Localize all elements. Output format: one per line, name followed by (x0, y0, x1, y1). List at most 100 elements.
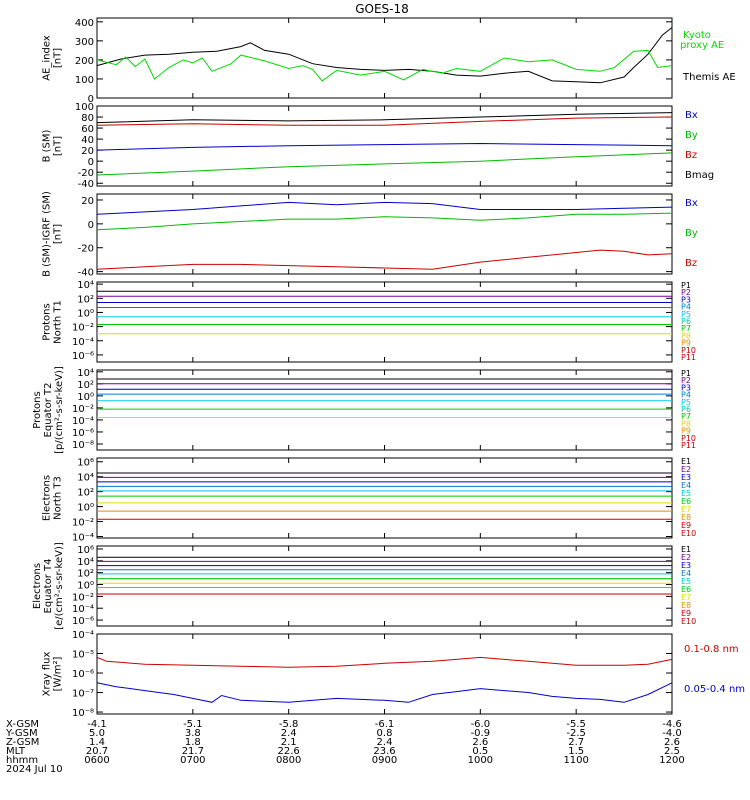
legend-entry: E6 (681, 585, 691, 594)
row-value: -2.5 (566, 728, 586, 739)
series-line-kyoto-proxy-ae (96, 49, 673, 82)
y-tick-label: 200 (75, 56, 94, 67)
row-value: -4.0 (662, 728, 682, 739)
series-line-bz (96, 249, 673, 270)
y-tick-label: 10⁰ (77, 581, 94, 592)
legend-entry: E8 (681, 513, 691, 522)
row-value: -0.9 (471, 728, 491, 739)
y-tick-label: -40 (78, 268, 94, 279)
series-line-themis-ae (96, 27, 673, 84)
row-value: 21.7 (182, 746, 204, 757)
row-value: -6.1 (375, 719, 395, 730)
y-tick-label: 10⁻⁶ (72, 616, 94, 627)
row-value: 2.7 (568, 737, 584, 748)
y-tick-label: 10⁻² (72, 518, 94, 529)
legend-entry: P7 (681, 412, 691, 421)
y-axis-label: [nT] (53, 48, 64, 68)
y-tick-label: 0 (88, 220, 94, 231)
legend-entry: P4 (681, 303, 691, 312)
row-value: 20.7 (86, 746, 108, 757)
y-tick-label: 60 (81, 124, 94, 135)
time-axis-footer: X-GSM -4.1 -5.1 -5.8 -6.1 -6.0 -5.5 -4.6 Y-GSM 5.… (5, 719, 685, 775)
legend-entry: P11 (681, 353, 696, 362)
y-axis-label: [W/m²] (53, 656, 64, 691)
legend-entry: P9 (681, 339, 691, 348)
y-tick-label: 10⁰ (77, 503, 94, 514)
series-line-bz (96, 116, 673, 126)
legend-entry: E10 (681, 617, 696, 626)
legend-entry: P11 (681, 441, 696, 450)
row-value: 1.8 (185, 737, 201, 748)
row-value: -5.5 (566, 719, 586, 730)
y-axis-label: B (SM)-IGRF (SM) (42, 191, 53, 277)
y-tick-label: 10² (77, 294, 94, 305)
legend-entry: E7 (681, 593, 691, 602)
y-tick-label: 20 (81, 146, 94, 157)
legend-entry: E2 (681, 553, 691, 562)
y-tick-label: -20 (78, 244, 94, 255)
y-tick-label: -40 (78, 179, 94, 190)
legend-entry: E3 (681, 561, 691, 570)
y-axis-label: [e/(cm²-s-sr-keV)] (54, 542, 65, 630)
row-value: 0900 (372, 755, 397, 766)
legend-entry: P5 (681, 398, 691, 407)
legend-entry: E7 (681, 505, 691, 514)
legend-entry: E6 (681, 497, 691, 506)
y-axis-label: Protons (42, 303, 53, 340)
row-label: X-GSM (6, 719, 39, 730)
panel-frame (96, 17, 673, 99)
row-value: -4.1 (87, 719, 107, 730)
y-axis-label: [nT] (53, 136, 64, 156)
row-value: 0700 (180, 755, 205, 766)
legend-entry: E1 (681, 545, 691, 554)
y-tick-label: 10⁻⁴ (72, 416, 94, 427)
panel-3: 20 0 -20 -40 B (SM)-IGRF (SM) [nT] Bx By Bz (42, 191, 698, 279)
y-tick-label: 10⁻² (72, 592, 94, 603)
y-axis-label: Electrons (42, 475, 53, 521)
legend-entry: 0.1-0.8 nm (684, 644, 739, 655)
y-tick-label: 20 (81, 196, 94, 207)
legend-entry: P8 (681, 331, 691, 340)
row-label: MLT (6, 746, 26, 757)
legend-entry: Bx (685, 110, 698, 121)
legend-entry: P2 (681, 376, 691, 385)
legend-entry: P4 (681, 391, 691, 400)
row-label: Z-GSM (6, 737, 39, 748)
y-tick-label: 10⁰ (77, 392, 94, 403)
legend-entry: P5 (681, 310, 691, 319)
panel-8: 10⁻⁴ 10⁻⁵ 10⁻⁶ 10⁻⁷ 10⁻⁸ Xray flux [W/m²] 0.1-0… (42, 630, 746, 719)
y-tick-label: 10² (77, 488, 94, 499)
panel-frame (96, 193, 673, 275)
legend-entry: Themis AE (682, 72, 736, 83)
y-axis-label: [nT] (53, 224, 64, 244)
legend-entry: E10 (681, 529, 696, 538)
y-tick-label: 10⁻⁴ (72, 604, 94, 615)
y-tick-label: 10⁰ (77, 308, 94, 319)
y-tick-label: -20 (78, 168, 94, 179)
series-line-by (96, 212, 673, 231)
legend-entry: By (685, 130, 698, 141)
y-axis-label: Protons (32, 391, 43, 428)
row-value: -4.6 (662, 719, 682, 730)
panel-frame (96, 457, 673, 539)
y-axis-label: B (SM) (42, 129, 53, 162)
legend-entry: E9 (681, 609, 691, 618)
series-line-bmag (96, 112, 673, 124)
y-tick-label: 10⁴ (77, 473, 94, 484)
legend-entry: P1 (681, 369, 691, 378)
y-tick-label: 10⁻⁵ (72, 650, 94, 661)
legend-entry: P3 (681, 383, 691, 392)
legend-entry: E5 (681, 577, 691, 586)
y-tick-label: 10⁶ (77, 545, 94, 556)
series-line-bx (96, 142, 673, 151)
series-line-0-1-0-8-nm (96, 656, 673, 668)
y-tick-label: 10⁻⁴ (72, 630, 94, 641)
y-tick-label: 10² (77, 380, 94, 391)
y-axis-label: Equator T4 (43, 559, 54, 614)
legend-entry: P7 (681, 324, 691, 333)
row-value: 1200 (659, 755, 684, 766)
